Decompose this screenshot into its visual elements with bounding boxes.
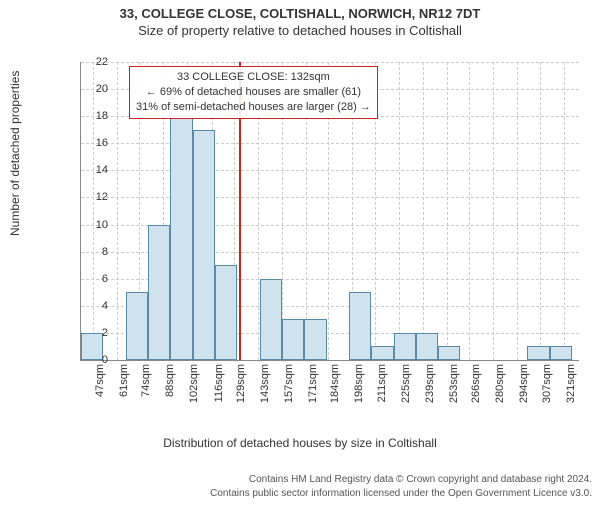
- x-tick: 143sqm: [259, 364, 271, 414]
- x-tick: 198sqm: [353, 364, 365, 414]
- histogram-bar: [527, 346, 549, 360]
- x-tick: 102sqm: [188, 364, 200, 414]
- x-tick: 294sqm: [518, 364, 530, 414]
- gridline-v: [399, 62, 400, 360]
- gridline-v: [564, 62, 565, 360]
- x-tick: 47sqm: [94, 364, 106, 414]
- x-tick: 239sqm: [424, 364, 436, 414]
- footer-attribution: Contains HM Land Registry data © Crown c…: [0, 473, 592, 500]
- y-tick: 8: [84, 246, 108, 258]
- x-axis-label: Distribution of detached houses by size …: [0, 436, 600, 450]
- histogram-bar: [371, 346, 393, 360]
- histogram-bar: [170, 116, 192, 360]
- footer-line-2: Contains public sector information licen…: [0, 487, 592, 501]
- x-tick: 321sqm: [565, 364, 577, 414]
- chart-container: 33 COLLEGE CLOSE: 132sqm← 69% of detache…: [50, 54, 580, 414]
- gridline-h: [81, 170, 579, 171]
- x-tick: 116sqm: [213, 364, 225, 414]
- gridline-v: [117, 62, 118, 360]
- annotation-line: 33 COLLEGE CLOSE: 132sqm: [136, 70, 371, 85]
- y-tick: 6: [84, 273, 108, 285]
- annotation-box: 33 COLLEGE CLOSE: 132sqm← 69% of detache…: [129, 66, 378, 119]
- y-tick: 2: [84, 327, 108, 339]
- gridline-v: [540, 62, 541, 360]
- histogram-bar: [148, 225, 170, 360]
- histogram-bar: [126, 292, 148, 360]
- x-tick: 280sqm: [494, 364, 506, 414]
- gridline-h: [81, 143, 579, 144]
- gridline-v: [93, 62, 94, 360]
- gridline-v: [447, 62, 448, 360]
- gridline-v: [423, 62, 424, 360]
- x-tick: 253sqm: [448, 364, 460, 414]
- gridline-v: [469, 62, 470, 360]
- histogram-bar: [394, 333, 416, 360]
- y-axis-label: Number of detached properties: [8, 71, 22, 236]
- x-tick: 266sqm: [470, 364, 482, 414]
- histogram-bar: [438, 346, 460, 360]
- gridline-v: [493, 62, 494, 360]
- plot-area: 33 COLLEGE CLOSE: 132sqm← 69% of detache…: [80, 62, 579, 361]
- y-tick: 18: [84, 110, 108, 122]
- footer-line-1: Contains HM Land Registry data © Crown c…: [0, 473, 592, 487]
- y-tick: 22: [84, 56, 108, 68]
- histogram-bar: [193, 130, 215, 360]
- histogram-bar: [550, 346, 572, 360]
- page-title: 33, COLLEGE CLOSE, COLTISHALL, NORWICH, …: [0, 6, 600, 21]
- x-tick: 129sqm: [235, 364, 247, 414]
- gridline-h: [81, 62, 579, 63]
- x-tick: 307sqm: [541, 364, 553, 414]
- histogram-bar: [349, 292, 371, 360]
- histogram-bar: [416, 333, 438, 360]
- x-tick: 157sqm: [283, 364, 295, 414]
- histogram-bar: [282, 319, 304, 360]
- annotation-line: ← 69% of detached houses are smaller (61…: [136, 85, 371, 100]
- x-tick: 171sqm: [307, 364, 319, 414]
- x-tick: 88sqm: [164, 364, 176, 414]
- gridline-v: [517, 62, 518, 360]
- gridline-h: [81, 197, 579, 198]
- x-tick: 184sqm: [329, 364, 341, 414]
- y-tick: 16: [84, 137, 108, 149]
- page-subtitle: Size of property relative to detached ho…: [0, 23, 600, 38]
- histogram-bar: [304, 319, 326, 360]
- histogram-bar: [260, 279, 282, 360]
- y-tick: 12: [84, 191, 108, 203]
- x-tick: 61sqm: [118, 364, 130, 414]
- y-tick: 20: [84, 83, 108, 95]
- y-tick: 4: [84, 300, 108, 312]
- x-tick: 74sqm: [140, 364, 152, 414]
- annotation-line: 31% of semi-detached houses are larger (…: [136, 100, 371, 115]
- x-tick: 211sqm: [376, 364, 388, 414]
- histogram-bar: [215, 265, 237, 360]
- y-tick: 14: [84, 164, 108, 176]
- y-tick: 10: [84, 219, 108, 231]
- x-tick: 225sqm: [400, 364, 412, 414]
